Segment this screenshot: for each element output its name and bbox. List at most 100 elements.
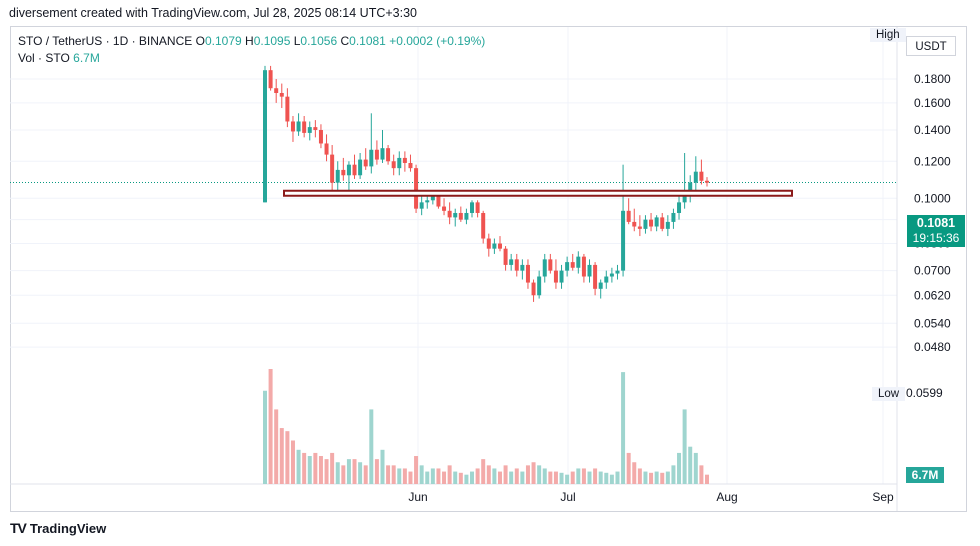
candle-body	[318, 129, 323, 144]
candle-body	[671, 212, 676, 222]
symbol-name[interactable]: STO / TetherUS · 1D · BINANCE	[18, 34, 193, 48]
candle-body	[313, 127, 318, 130]
candle-body	[274, 88, 279, 93]
volume-legend[interactable]: Vol · STO 6.7M	[18, 51, 100, 65]
candle-body	[497, 243, 502, 249]
candle-body	[453, 212, 458, 218]
candle-body	[531, 282, 536, 296]
candle-body	[637, 226, 642, 229]
high-value: 0.1095	[253, 34, 291, 48]
candle-body	[688, 182, 693, 191]
y-tick-label: 0.1200	[914, 154, 951, 168]
volume-bar	[374, 459, 379, 484]
y-tick-label: 0.1800	[914, 72, 951, 86]
candle-body	[632, 221, 637, 227]
candle-body	[660, 217, 665, 229]
volume-bar	[442, 471, 447, 484]
volume-bar	[598, 471, 603, 484]
volume-bar	[335, 462, 340, 484]
volume-bar	[470, 471, 475, 484]
candle-body	[307, 127, 312, 133]
volume-bar	[565, 474, 570, 484]
candle-body	[285, 96, 290, 122]
volume-bar	[290, 440, 295, 484]
low-label: L	[293, 34, 301, 48]
candle-body	[268, 70, 273, 89]
volume-bar	[693, 452, 698, 484]
candle-body	[386, 148, 391, 162]
volume-bar	[386, 465, 391, 484]
symbol-legend[interactable]: STO / TetherUS · 1D · BINANCE O0.1079 H0…	[18, 34, 485, 48]
candle-body	[559, 270, 564, 283]
volume-bar	[414, 456, 419, 484]
change-value: +0.0002 (+0.19%)	[389, 34, 486, 48]
volume-bar	[604, 472, 609, 484]
resistance-level-box	[283, 189, 793, 197]
volume-bar	[481, 459, 486, 484]
candle-body	[408, 162, 413, 169]
volume-bar	[525, 465, 530, 484]
candle-body	[464, 212, 469, 220]
x-tick-label: Sep	[872, 490, 894, 504]
candle-body	[509, 259, 514, 265]
volume-bar	[626, 452, 631, 484]
volume-bar	[609, 474, 614, 484]
volume-bar	[649, 472, 654, 484]
y-tick-label: 0.0700	[914, 264, 951, 278]
volume-bar	[587, 471, 592, 484]
volume-bar	[363, 465, 368, 484]
y-tick-label: 0.1000	[914, 191, 951, 205]
last-price: 0.1081	[916, 216, 956, 230]
volume-bar	[654, 471, 659, 484]
open-value: 0.1079	[204, 34, 242, 48]
volume-bar	[593, 468, 598, 484]
y-tick-label: 0.0620	[914, 288, 951, 302]
candle-body	[587, 264, 592, 277]
candle-body	[414, 168, 419, 209]
candle-body	[380, 148, 385, 160]
volume-bar	[391, 465, 396, 484]
volume-bar	[397, 468, 402, 484]
candle-body	[537, 276, 542, 296]
volume-bar	[682, 409, 687, 484]
candle-body	[609, 273, 614, 277]
volume-bar	[576, 468, 581, 484]
volume-bar	[509, 471, 514, 484]
volume-bar	[436, 468, 441, 484]
volume-bar	[352, 459, 357, 484]
candle-body	[565, 262, 570, 271]
volume-bar	[447, 465, 452, 484]
candle-body	[296, 121, 301, 132]
candle-body	[699, 171, 704, 181]
volume-bar	[632, 462, 637, 484]
tradingview-logo[interactable]: TV TradingView	[10, 520, 106, 536]
candle-body	[363, 159, 368, 167]
volume-bar	[307, 456, 312, 484]
volume-bar	[503, 465, 508, 484]
candle-body	[649, 219, 654, 227]
candle-body	[290, 121, 295, 132]
y-tick-label: 0.1400	[914, 123, 951, 137]
close-value: 0.1081	[349, 34, 386, 48]
open-label: O	[195, 34, 205, 48]
chart-frame	[10, 26, 967, 512]
candle-body	[324, 143, 329, 155]
volume-bar	[296, 449, 301, 484]
volume-bar	[548, 471, 553, 484]
x-tick-label: Aug	[716, 490, 737, 504]
candle-body	[330, 154, 335, 183]
candle-body	[475, 202, 480, 213]
low-marker-value: 0.0599	[906, 386, 943, 400]
volume-bar	[531, 462, 536, 484]
candle-body	[419, 202, 424, 209]
volume-bar	[671, 465, 676, 484]
candle-body	[397, 157, 402, 169]
candle-body	[570, 262, 575, 268]
volume-bar	[313, 452, 318, 484]
volume-bar	[514, 468, 519, 484]
currency-selector[interactable]: USDT	[906, 36, 956, 56]
candle-body	[425, 200, 430, 203]
candle-body	[402, 157, 407, 163]
volume-bar	[520, 471, 525, 484]
